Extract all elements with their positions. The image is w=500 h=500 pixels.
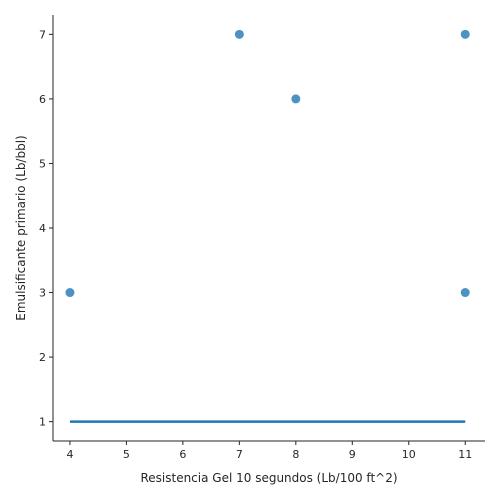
x-tick-label: 10 (402, 448, 416, 461)
x-tick-label: 4 (66, 448, 73, 461)
y-axis-label: Emulsificante primario (Lb/bbl) (14, 135, 28, 320)
data-point (460, 288, 470, 298)
y-tick-label: 4 (39, 222, 46, 235)
data-point (460, 29, 470, 39)
y-tick-label: 2 (39, 351, 46, 364)
y-tick-label: 5 (39, 157, 46, 170)
data-point (234, 29, 244, 39)
y-tick-label: 6 (39, 93, 46, 106)
x-tick-label: 11 (458, 448, 472, 461)
x-tick-label: 5 (123, 448, 130, 461)
y-tick-label: 7 (39, 28, 46, 41)
x-tick-label: 7 (236, 448, 243, 461)
x-tick-label: 8 (292, 448, 299, 461)
x-tick-label: 9 (349, 448, 356, 461)
y-tick-label: 1 (39, 416, 46, 429)
data-point (65, 288, 75, 298)
data-point (291, 94, 301, 104)
y-tick-label: 3 (39, 287, 46, 300)
x-tick-label: 6 (179, 448, 186, 461)
x-axis-label: Resistencia Gel 10 segundos (Lb/100 ft^2… (140, 471, 397, 485)
